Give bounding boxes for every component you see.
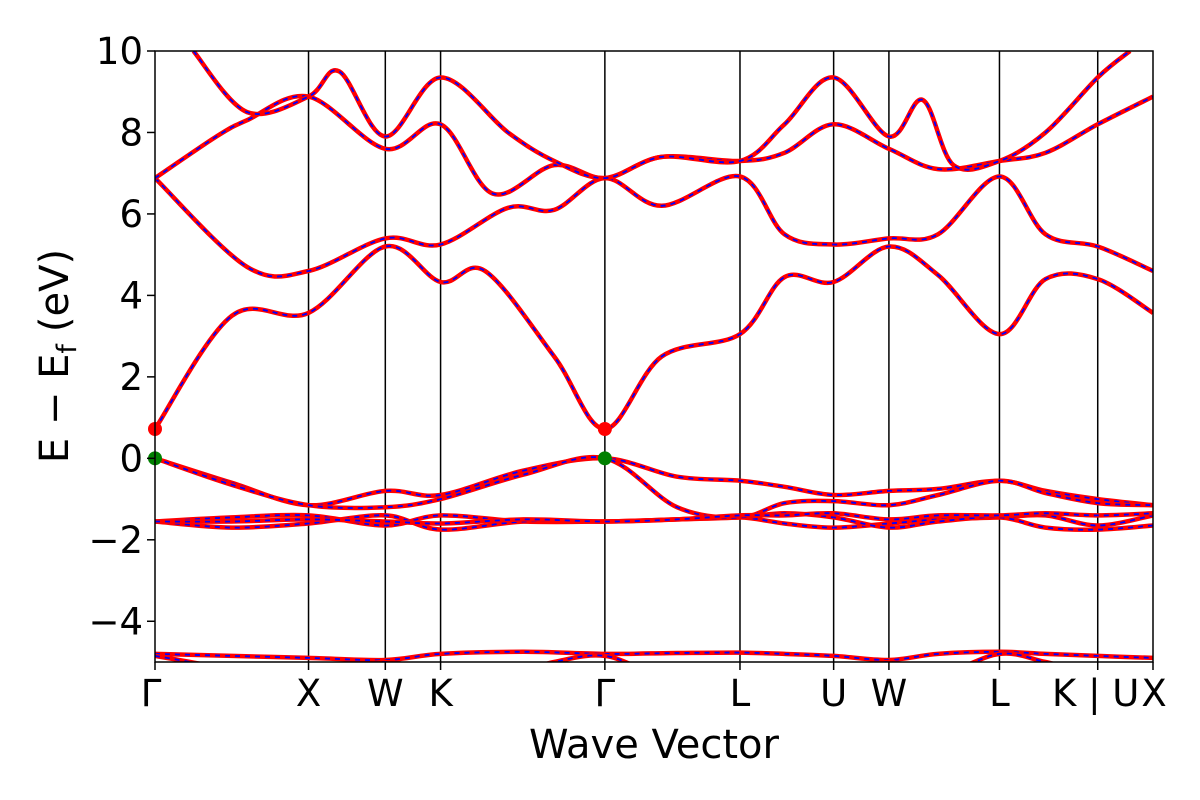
x-tick-label-2: W — [367, 672, 404, 715]
x-tick-label-1: X — [296, 672, 321, 715]
x-axis-label: Wave Vector — [529, 722, 780, 768]
y-tick-label-7: −4 — [88, 600, 143, 643]
y-tick-label-3: 4 — [119, 274, 143, 317]
x-tick-label-0: Γ — [141, 672, 162, 715]
x-tick-label-7: W — [871, 672, 908, 715]
y-tick-label-1: 8 — [119, 111, 143, 154]
x-tick-label-9: K | U — [1052, 672, 1139, 715]
vbm-marker-1 — [597, 451, 612, 466]
x-tick-label-5: L — [730, 672, 751, 715]
bands — [155, 51, 1153, 662]
x-tick-label-3: K — [428, 672, 454, 715]
band-overlay-10 — [155, 652, 1050, 662]
y-axis-label-sub: f — [52, 343, 83, 354]
x-tick-label-4: Γ — [595, 672, 616, 715]
kpoint-lines — [307, 51, 1099, 662]
band-2 — [155, 93, 1153, 197]
cbm-marker-1 — [597, 422, 612, 437]
band-overlay-2 — [155, 95, 1153, 196]
band-overlay-3 — [192, 51, 1131, 180]
band-5 — [155, 455, 1153, 520]
x-tick-label-8: L — [989, 672, 1010, 715]
x-tick-label-6: U — [820, 672, 847, 715]
band-1 — [155, 173, 1153, 279]
band-overlay-1 — [155, 175, 1153, 278]
y-axis-label-unit: (eV) — [32, 249, 78, 332]
y-axis: 10 8 6 4 2 0 −2 −4 — [88, 30, 155, 643]
y-axis-label: E − Ef (eV) — [32, 249, 83, 463]
y-tick-label-0: 10 — [96, 30, 143, 73]
y-tick-label-6: −2 — [88, 519, 143, 562]
plot-frame — [154, 50, 1154, 663]
y-tick-label-4: 2 — [119, 356, 143, 399]
band-overlay-0 — [155, 245, 1153, 430]
x-tick-label-10: X — [1141, 672, 1166, 715]
y-axis-label-main: E − E — [32, 354, 78, 464]
band-edge-markers — [148, 422, 612, 466]
band-overlay-5 — [155, 456, 1153, 519]
y-tick-label-2: 6 — [119, 193, 143, 236]
band-overlay-8 — [155, 512, 1153, 525]
y-tick-label-5: 0 — [119, 437, 143, 480]
